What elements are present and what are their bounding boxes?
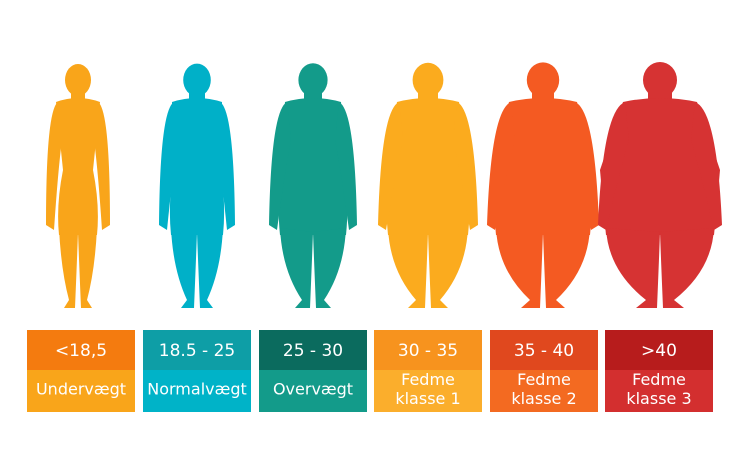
range-label: >40	[641, 341, 677, 361]
leg	[543, 228, 590, 308]
label-box	[259, 370, 367, 412]
label-box	[605, 370, 713, 412]
category-label: Fedme	[401, 370, 455, 389]
label-box	[27, 370, 135, 412]
arm	[487, 102, 515, 230]
leg	[78, 228, 97, 308]
range-box	[490, 330, 598, 370]
leg	[660, 228, 714, 308]
figure	[487, 62, 599, 308]
label-box	[143, 370, 251, 412]
torso	[56, 98, 100, 235]
figure	[46, 64, 110, 308]
arm	[159, 102, 178, 230]
head	[65, 64, 91, 96]
arm	[94, 102, 110, 230]
leg	[280, 228, 313, 308]
arm	[598, 102, 629, 230]
head	[298, 63, 328, 97]
range-label: 25 - 30	[283, 341, 343, 361]
leg	[313, 228, 346, 308]
torso	[600, 98, 720, 235]
category-label: Fedme	[632, 370, 686, 389]
arm	[216, 102, 235, 230]
leg	[428, 228, 468, 308]
torso	[385, 98, 471, 235]
leg	[171, 228, 197, 308]
range-box	[374, 330, 482, 370]
range-label: <18,5	[55, 341, 107, 361]
torso	[278, 98, 348, 235]
arm	[378, 102, 403, 230]
category-label: klasse 2	[511, 389, 576, 408]
figure	[598, 62, 722, 308]
label-box	[374, 370, 482, 412]
category-label: Normalvægt	[147, 380, 247, 399]
category-label: Undervægt	[36, 380, 126, 399]
range-box	[27, 330, 135, 370]
range-box	[605, 330, 713, 370]
range-label: 18.5 - 25	[159, 341, 235, 361]
category-label: klasse 1	[395, 389, 460, 408]
leg	[197, 228, 223, 308]
arm	[691, 102, 722, 230]
category-label: Fedme	[517, 370, 571, 389]
arm	[269, 102, 291, 230]
range-box	[143, 330, 251, 370]
figure	[269, 63, 357, 308]
range-label: 35 - 40	[514, 341, 574, 361]
leg	[606, 228, 660, 308]
label-box	[490, 370, 598, 412]
head	[412, 62, 444, 98]
arm	[46, 102, 62, 230]
torso	[169, 98, 225, 235]
figure	[159, 63, 235, 308]
figure	[378, 62, 478, 308]
head	[643, 62, 677, 98]
range-box	[259, 330, 367, 370]
leg	[59, 228, 78, 308]
head	[526, 62, 560, 98]
range-label: 30 - 35	[398, 341, 458, 361]
arm	[453, 102, 478, 230]
arm	[571, 102, 599, 230]
torso	[492, 98, 594, 235]
category-label: Overvægt	[273, 380, 353, 399]
arm	[335, 102, 357, 230]
leg	[388, 228, 428, 308]
head	[183, 63, 211, 97]
leg	[496, 228, 543, 308]
category-label: klasse 3	[626, 389, 691, 408]
